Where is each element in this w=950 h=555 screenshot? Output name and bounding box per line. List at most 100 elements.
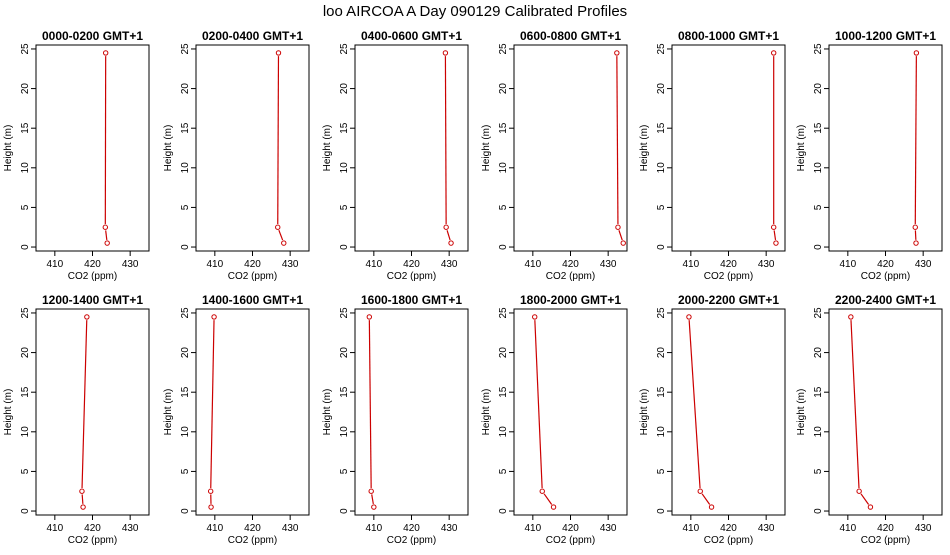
plot-frame: [514, 45, 627, 251]
y-tick-label: 10: [180, 162, 191, 174]
plot-frame: [355, 309, 468, 515]
data-point: [709, 505, 713, 509]
y-tick-label: 5: [498, 468, 509, 474]
data-point: [80, 489, 84, 493]
panel-title: 0200-0400 GMT+1: [202, 29, 303, 43]
x-axis-label: CO2 (ppm): [704, 535, 753, 546]
y-axis-label: Height (m): [796, 125, 807, 172]
y-tick-label: 15: [498, 122, 509, 134]
x-axis-label: CO2 (ppm): [387, 535, 436, 546]
y-tick-label: 0: [498, 244, 509, 250]
x-tick-label: 430: [600, 523, 617, 534]
data-point: [857, 489, 861, 493]
y-tick-label: 15: [339, 122, 350, 134]
x-tick-label: 430: [915, 523, 932, 534]
profile-segment: [915, 56, 916, 224]
x-axis-label: CO2 (ppm): [68, 535, 117, 546]
y-tick-label: 0: [498, 508, 509, 514]
plot-frame: [355, 45, 468, 251]
y-tick-label: 15: [339, 386, 350, 398]
x-tick-label: 410: [206, 523, 223, 534]
y-tick-label: 10: [20, 426, 31, 438]
y-tick-label: 5: [20, 468, 31, 474]
y-tick-label: 15: [656, 122, 667, 134]
y-tick-label: 0: [20, 244, 31, 250]
plot-frame: [672, 309, 785, 515]
data-point: [276, 225, 280, 229]
x-tick-label: 420: [84, 523, 101, 534]
data-point: [772, 51, 776, 55]
x-tick-label: 430: [758, 523, 775, 534]
y-tick-label: 5: [656, 468, 667, 474]
plot-frame: [196, 309, 309, 515]
x-axis-label: CO2 (ppm): [228, 535, 277, 546]
y-tick-label: 20: [180, 347, 191, 359]
data-point: [85, 315, 89, 319]
x-tick-label: 410: [682, 523, 699, 534]
y-tick-label: 20: [20, 83, 31, 95]
plot-frame: [829, 309, 942, 515]
y-tick-label: 25: [813, 43, 824, 55]
y-tick-label: 20: [180, 83, 191, 95]
panel-title: 2000-2200 GMT+1: [678, 293, 779, 307]
plot-frame: [36, 309, 149, 515]
x-axis-label: CO2 (ppm): [387, 271, 436, 282]
x-tick-label: 410: [206, 259, 223, 270]
y-axis-label: Height (m): [163, 389, 174, 436]
y-tick-label: 10: [813, 162, 824, 174]
x-tick-label: 410: [365, 523, 382, 534]
x-tick-label: 420: [562, 259, 579, 270]
y-tick-label: 5: [656, 204, 667, 210]
x-tick-label: 420: [720, 259, 737, 270]
y-tick-label: 5: [180, 204, 191, 210]
data-point: [551, 505, 555, 509]
y-tick-label: 5: [339, 468, 350, 474]
y-tick-label: 20: [498, 347, 509, 359]
y-tick-label: 25: [656, 307, 667, 319]
data-point: [372, 505, 376, 509]
x-axis-label: CO2 (ppm): [861, 535, 910, 546]
profile-segment: [535, 320, 542, 488]
panel-title: 1600-1800 GMT+1: [361, 293, 462, 307]
data-point: [103, 51, 107, 55]
y-tick-label: 0: [339, 508, 350, 514]
data-point: [868, 505, 872, 509]
x-axis-label: CO2 (ppm): [546, 271, 595, 282]
x-tick-label: 430: [600, 259, 617, 270]
y-tick-label: 25: [339, 307, 350, 319]
y-tick-label: 0: [813, 244, 824, 250]
x-tick-label: 410: [682, 259, 699, 270]
data-point: [443, 51, 447, 55]
data-point: [105, 241, 109, 245]
y-tick-label: 0: [20, 508, 31, 514]
panel-title: 0600-0800 GMT+1: [520, 29, 621, 43]
y-axis-label: Height (m): [639, 389, 650, 436]
x-tick-label: 410: [524, 523, 541, 534]
y-tick-label: 10: [339, 162, 350, 174]
y-tick-label: 10: [339, 426, 350, 438]
y-tick-label: 20: [813, 83, 824, 95]
x-axis-label: CO2 (ppm): [546, 535, 595, 546]
y-axis-label: Height (m): [481, 125, 492, 172]
y-tick-label: 0: [339, 244, 350, 250]
y-tick-label: 0: [656, 508, 667, 514]
profile-segment: [861, 494, 869, 505]
data-point: [849, 315, 853, 319]
y-tick-label: 5: [498, 204, 509, 210]
y-axis-label: Height (m): [639, 125, 650, 172]
panel-title: 1400-1600 GMT+1: [202, 293, 303, 307]
profile-segment: [279, 230, 283, 240]
y-axis-label: Height (m): [163, 125, 174, 172]
data-point: [772, 225, 776, 229]
y-tick-label: 10: [656, 162, 667, 174]
x-tick-label: 420: [244, 259, 261, 270]
profile-segment: [774, 230, 775, 240]
